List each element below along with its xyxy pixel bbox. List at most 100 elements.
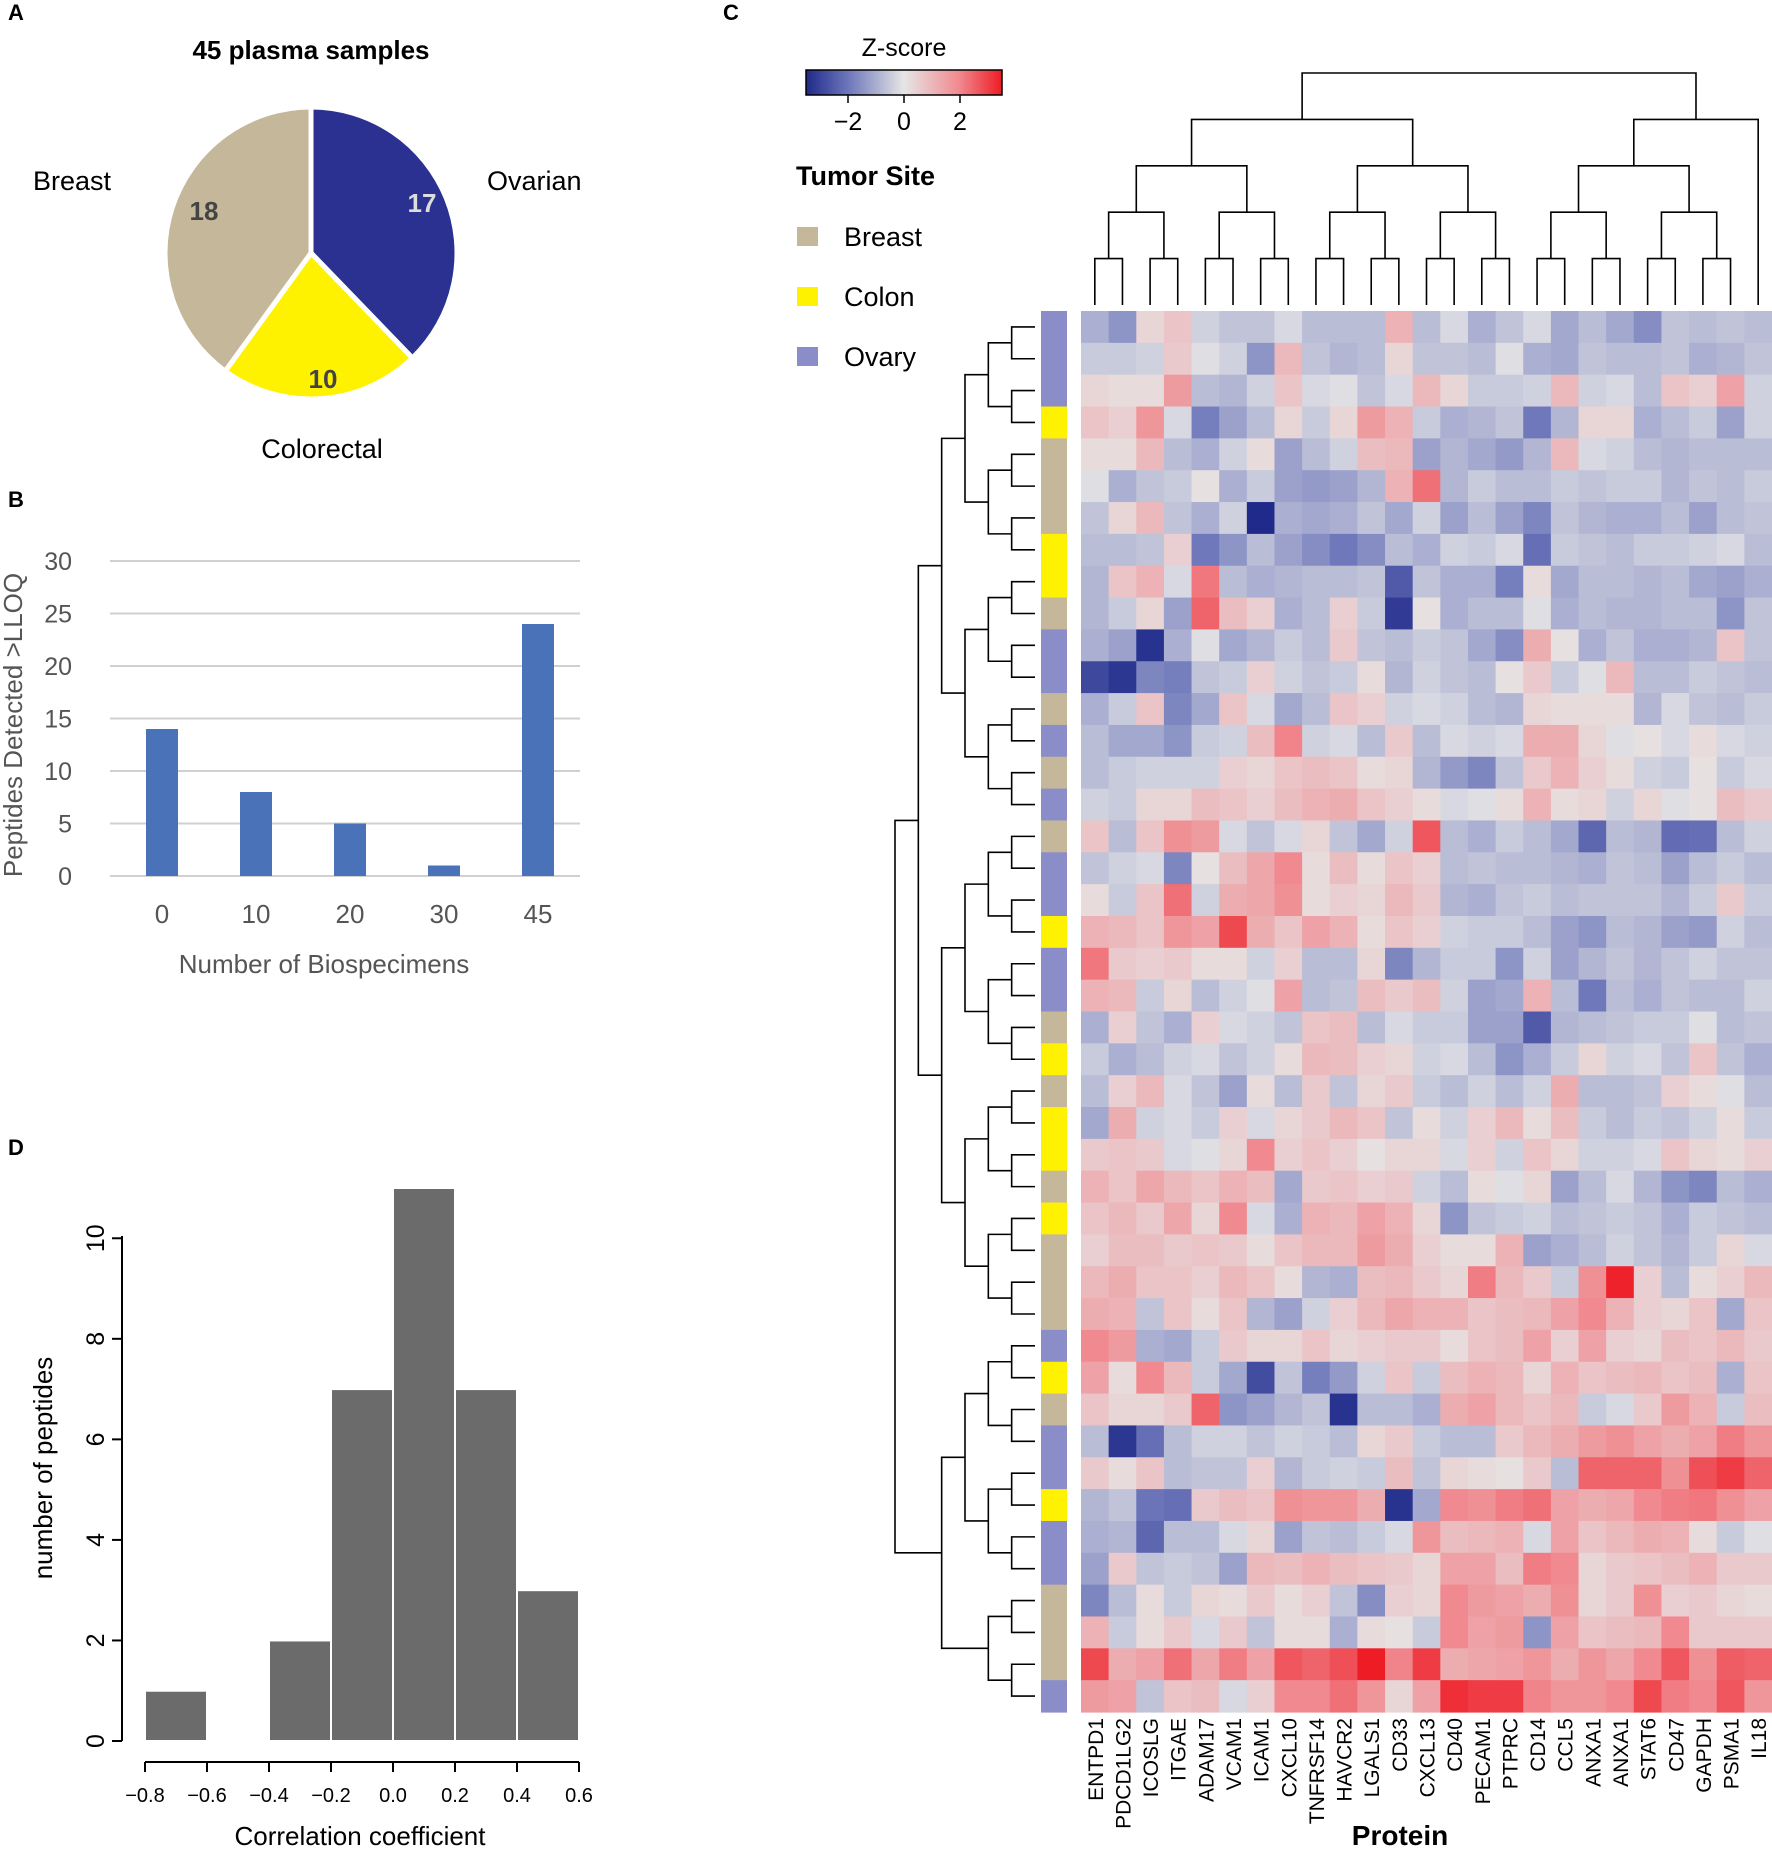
heatmap-cell [1689, 979, 1718, 1013]
heatmap-cell [1385, 1616, 1414, 1649]
heatmap-cell [1689, 565, 1718, 599]
heatmap-cell [1523, 852, 1552, 885]
heatmap-cell [1357, 597, 1386, 631]
bar-x-tick-label: 20 [336, 899, 365, 929]
heatmap-cell [1550, 1489, 1580, 1522]
heatmap-cell [1219, 406, 1248, 439]
heatmap-cell [1467, 1520, 1497, 1554]
heatmap-cell [1467, 1234, 1497, 1267]
heatmap-cell [1246, 1520, 1276, 1554]
heatmap-cell [1163, 1648, 1193, 1681]
heatmap-cell [1716, 1425, 1745, 1458]
heatmap-cell [1661, 1107, 1690, 1140]
row-group-ovary [1041, 979, 1067, 1013]
heatmap-cell [1081, 1648, 1110, 1681]
heatmap-cell [1744, 565, 1772, 599]
heatmap-cell [1136, 724, 1165, 758]
heatmap-cell [1385, 1234, 1414, 1267]
heatmap-cell [1357, 1138, 1386, 1172]
heatmap-cell [1246, 438, 1276, 471]
row-group-ovary [1041, 884, 1067, 917]
heatmap-cell [1606, 979, 1635, 1013]
heatmap-cell [1744, 342, 1772, 376]
heatmap-cell [1578, 1393, 1607, 1427]
row-group-ovary [1041, 342, 1067, 376]
heatmap-cell [1081, 724, 1110, 758]
dendrogram-branch [1010, 1090, 1035, 1124]
heatmap-cell [1081, 1680, 1110, 1713]
heatmap-cell [1108, 565, 1137, 599]
heatmap-cell [1716, 1075, 1745, 1108]
heatmap-cell [1744, 502, 1772, 535]
heatmap-cell [1440, 756, 1469, 790]
heatmap-cell [1136, 1520, 1165, 1554]
histogram-x-tick-label: −0.8 [125, 1785, 164, 1807]
dendrogram-branch [894, 819, 942, 1554]
heatmap-cell [1716, 1138, 1745, 1172]
heatmap-cell [1633, 1680, 1663, 1713]
heatmap-cell [1329, 1457, 1358, 1490]
heatmap-cell [1329, 1584, 1358, 1618]
heatmap-cell [1744, 1680, 1772, 1713]
heatmap-cell [1302, 1266, 1331, 1299]
pie-slice-breast [162, 104, 314, 375]
heatmap-cell [1246, 852, 1276, 885]
heatmap-cell [1661, 374, 1690, 408]
heatmap-cell [1440, 438, 1469, 471]
heatmap-cell [1495, 1648, 1524, 1681]
heatmap-cell [1302, 1425, 1331, 1458]
dendrogram-branch [987, 1360, 1012, 1427]
histogram-x-tick-label: 0.6 [565, 1785, 593, 1807]
heatmap-cell [1163, 1680, 1193, 1713]
heatmap-cell [1108, 852, 1137, 885]
heatmap-cell [1385, 661, 1414, 694]
heatmap-cell [1329, 1680, 1358, 1713]
heatmap-cell [1136, 406, 1165, 439]
heatmap-cell [1246, 565, 1276, 599]
heatmap-cell [1440, 406, 1469, 439]
heatmap-cell [1081, 311, 1110, 344]
heatmap-cell [1246, 629, 1276, 662]
heatmap-cell [1329, 374, 1358, 408]
heatmap-cell [1689, 1138, 1718, 1172]
heatmap-cell [1274, 629, 1303, 662]
heatmap-cell [1633, 693, 1663, 726]
heatmap-cell [1412, 915, 1441, 949]
heatmap-cell [1467, 1361, 1497, 1395]
heatmap-cell [1329, 915, 1358, 949]
heatmap-cell [1550, 1043, 1580, 1076]
heatmap-cell [1495, 1329, 1524, 1363]
heatmap-cell [1108, 470, 1137, 503]
heatmap-cell [1412, 661, 1441, 694]
heatmap-cell [1467, 406, 1497, 439]
heatmap-cell [1578, 1266, 1607, 1299]
heatmap-cell [1578, 470, 1607, 503]
heatmap-cell [1136, 597, 1165, 631]
heatmap-cell [1523, 1393, 1552, 1427]
heatmap-cell [1163, 788, 1193, 822]
dendrogram-branch [987, 469, 1012, 535]
heatmap-cell [1633, 1202, 1663, 1235]
dendrogram-branch [1633, 118, 1759, 305]
heatmap-cell [1081, 852, 1110, 885]
dendrogram-branch [1010, 1345, 1035, 1379]
heatmap-cell [1578, 979, 1607, 1013]
dendrogram-branch [1577, 165, 1690, 213]
heatmap-cell [1495, 884, 1524, 917]
heatmap-cell [1357, 502, 1386, 535]
heatmap-cell [1136, 470, 1165, 503]
heatmap-cell [1329, 597, 1358, 631]
heatmap-cell [1302, 374, 1331, 408]
heatmap-cell [1412, 788, 1441, 822]
heatmap-cell [1578, 661, 1607, 694]
heatmap-cell [1523, 1011, 1552, 1044]
heatmap-cell [1523, 1234, 1552, 1267]
heatmap-cell [1191, 1457, 1220, 1490]
dendrogram-branch [1328, 211, 1386, 259]
row-group-colon [1041, 915, 1067, 949]
heatmap-cell [1219, 438, 1248, 471]
heatmap-cell [1412, 374, 1441, 408]
histogram-y-tick-label: 2 [82, 1634, 110, 1648]
heatmap-cell [1108, 1329, 1137, 1363]
